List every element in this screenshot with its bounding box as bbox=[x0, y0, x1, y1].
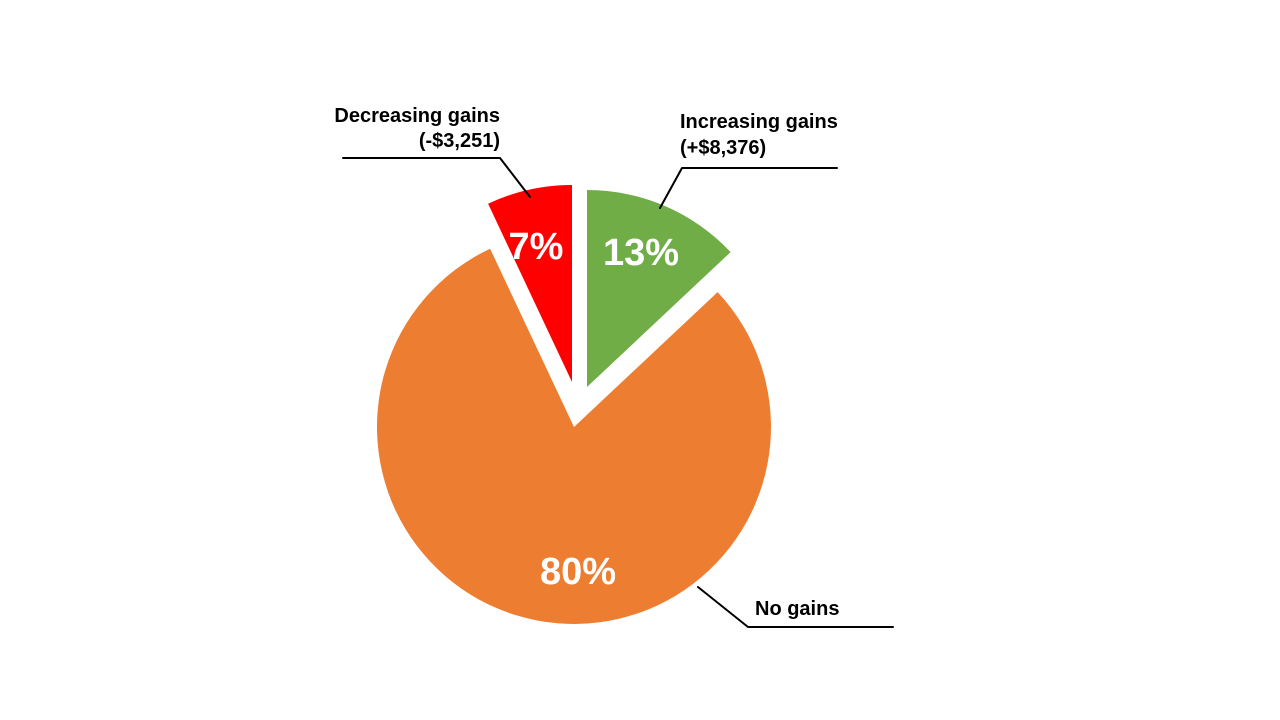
leader-line-no-gains bbox=[697, 586, 894, 628]
callout-increasing-gains-amount: (+$8,376) bbox=[680, 137, 766, 159]
callout-increasing-gains-title: Increasing gains bbox=[680, 111, 838, 133]
callout-no-gains-title: No gains bbox=[755, 598, 839, 620]
pct-label-increasing-gains: 13% bbox=[603, 232, 679, 274]
pct-label-no-gains: 80% bbox=[540, 551, 616, 593]
pie-slice-increasing-gains bbox=[587, 190, 731, 387]
pie-slices bbox=[376, 184, 771, 624]
callout-decreasing-gains-title: Decreasing gains bbox=[334, 105, 500, 127]
pct-label-decreasing-gains: 7% bbox=[509, 226, 564, 268]
leader-line-increasing-gains bbox=[659, 167, 838, 209]
leader-line-decreasing-gains bbox=[342, 157, 531, 198]
callout-decreasing-gains-amount: (-$3,251) bbox=[419, 130, 500, 152]
pie-slice-decreasing-gains bbox=[488, 184, 572, 382]
pie-slice-no-gains bbox=[376, 248, 771, 624]
